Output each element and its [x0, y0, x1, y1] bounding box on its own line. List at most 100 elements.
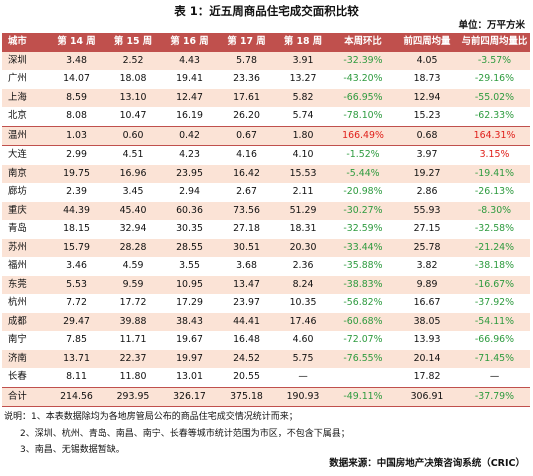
cell-week-over-week: -38.83%	[331, 275, 395, 294]
cell-vs-four-week-average: -54.11%	[459, 312, 530, 331]
cell-week-17: 3.68	[218, 257, 275, 276]
cell-week-15: 4.59	[105, 257, 161, 276]
cell-city: 广州	[2, 70, 48, 89]
cell-week-14: 14.07	[48, 70, 105, 89]
cell-week-15: 13.10	[105, 88, 161, 107]
cell-city: 南京	[2, 164, 48, 183]
cell-week-14: 8.59	[48, 88, 105, 107]
cell-week-17: 0.67	[218, 125, 275, 146]
table-body: 深圳 3.48 2.52 4.43 5.78 3.91 -32.39% 4.05 -3.57% 广…	[2, 51, 530, 407]
cell-week-17: 16.42	[218, 164, 275, 183]
cell-four-week-average: 19.27	[395, 164, 459, 183]
cell-vs-four-week-average: —	[459, 368, 530, 387]
cell-city: 上海	[2, 88, 48, 107]
cell-week-16: 10.95	[161, 275, 218, 294]
cell-city: 重庆	[2, 201, 48, 220]
cell-week-15: 4.51	[105, 145, 161, 165]
cell-week-16: 4.23	[161, 145, 218, 165]
cell-week-14: 18.15	[48, 220, 105, 239]
cell-four-week-average: 9.89	[395, 275, 459, 294]
cell-four-week-average: 12.94	[395, 88, 459, 107]
cell-week-15: 9.59	[105, 275, 161, 294]
table-row: 济南 13.71 22.37 19.97 24.52 5.75 -76.55% 20.14 -7…	[2, 349, 530, 368]
cell-week-15: 32.94	[105, 220, 161, 239]
cell-week-18: 2.36	[275, 257, 331, 276]
cell-week-14: 3.46	[48, 257, 105, 276]
table-title: 表 1：近五周商品住宅成交面积比较	[174, 4, 359, 18]
table-row: 南京 19.75 16.96 23.95 16.42 15.53 -5.44% 19.27 -1…	[2, 164, 530, 183]
cell-week-over-week: -66.95%	[331, 88, 395, 107]
cell-four-week-average: 38.05	[395, 312, 459, 331]
cell-week-16: 23.95	[161, 164, 218, 183]
transaction-area-table: 城市 第 14 周 第 15 周 第 16 周 第 17 周 第 18 周 本周…	[2, 33, 530, 407]
cell-week-16: 38.43	[161, 312, 218, 331]
cell-week-15: 3.45	[105, 183, 161, 202]
cell-vs-four-week-average: -3.57%	[459, 51, 530, 70]
cell-week-17: 13.47	[218, 275, 275, 294]
cell-week-over-week: -78.10%	[331, 107, 395, 126]
cell-week-14: 8.08	[48, 107, 105, 126]
cell-week-17: 5.78	[218, 51, 275, 70]
cell-week-16: 0.42	[161, 125, 218, 146]
total-vs-four-week-average: -37.79%	[459, 386, 530, 407]
cell-week-18: —	[275, 368, 331, 387]
cell-week-16: 12.47	[161, 88, 218, 107]
cell-vs-four-week-average: -38.18%	[459, 257, 530, 276]
cell-vs-four-week-average: -16.67%	[459, 275, 530, 294]
table-row: 青岛 18.15 32.94 30.35 27.18 18.31 -32.59% 27.15-…	[2, 220, 530, 239]
unit-label: 单位：万平方米	[458, 20, 525, 31]
table-row: 杭州 7.72 17.72 17.29 23.97 10.35 -56.82% 16.67 -3…	[2, 294, 530, 313]
header-week-18: 第 18 周	[275, 33, 331, 52]
cell-four-week-average: 3.97	[395, 145, 459, 165]
cell-four-week-average: 13.93	[395, 331, 459, 350]
cell-week-15: 10.47	[105, 107, 161, 126]
cell-week-14: 13.71	[48, 349, 105, 368]
cell-week-18: 13.27	[275, 70, 331, 89]
cell-week-18: 1.80	[275, 125, 331, 146]
table-row: 南宁 7.85 11.71 19.67 16.48 4.60 -72.07% 13.93 -66…	[2, 331, 530, 350]
cell-vs-four-week-average: -71.45%	[459, 349, 530, 368]
table-row: 广州 14.07 18.08 19.41 23.36 13.27 -43.20% 18.73-…	[2, 70, 530, 89]
cell-vs-four-week-average: -66.96%	[459, 331, 530, 350]
cell-week-17: 44.41	[218, 312, 275, 331]
cell-week-14: 29.47	[48, 312, 105, 331]
cell-week-17: 23.36	[218, 70, 275, 89]
cell-city: 青岛	[2, 220, 48, 239]
cell-week-18: 20.30	[275, 238, 331, 257]
cell-week-17: 26.20	[218, 107, 275, 126]
header-week-over-week: 本周环比	[331, 33, 395, 52]
cell-vs-four-week-average: -37.92%	[459, 294, 530, 313]
total-week-16: 326.17	[161, 386, 218, 407]
cell-week-18: 10.35	[275, 294, 331, 313]
cell-four-week-average: 17.82	[395, 368, 459, 387]
cell-week-18: 17.46	[275, 312, 331, 331]
cell-four-week-average: 16.67	[395, 294, 459, 313]
cell-week-17: 16.48	[218, 331, 275, 350]
cell-city: 杭州	[2, 294, 48, 313]
cell-week-15: 18.08	[105, 70, 161, 89]
data-source: 数据来源：中国房地产决策咨询系统（CRIC）	[329, 458, 525, 469]
cell-city: 北京	[2, 107, 48, 126]
total-week-15: 293.95	[105, 386, 161, 407]
cell-week-over-week: -32.39%	[331, 51, 395, 70]
header-vs-four-week-average: 与前四周均量比	[459, 33, 530, 52]
cell-four-week-average: 0.68	[395, 125, 459, 146]
cell-week-15: 45.40	[105, 201, 161, 220]
cell-week-16: 30.35	[161, 220, 218, 239]
total-city: 合计	[2, 386, 48, 407]
cell-week-over-week	[331, 368, 395, 387]
cell-week-16: 3.55	[161, 257, 218, 276]
cell-city: 济南	[2, 349, 48, 368]
cell-week-over-week: -43.20%	[331, 70, 395, 89]
cell-vs-four-week-average: -62.33%	[459, 107, 530, 126]
table-row: 重庆 44.39 45.40 60.36 73.56 51.29 -30.27% 55.93-…	[2, 201, 530, 220]
cell-four-week-average: 27.15	[395, 220, 459, 239]
cell-week-14: 7.85	[48, 331, 105, 350]
cell-week-14: 5.53	[48, 275, 105, 294]
total-week-17: 375.18	[218, 386, 275, 407]
cell-week-14: 2.39	[48, 183, 105, 202]
cell-week-17: 24.52	[218, 349, 275, 368]
cell-four-week-average: 15.23	[395, 107, 459, 126]
cell-week-15: 11.71	[105, 331, 161, 350]
